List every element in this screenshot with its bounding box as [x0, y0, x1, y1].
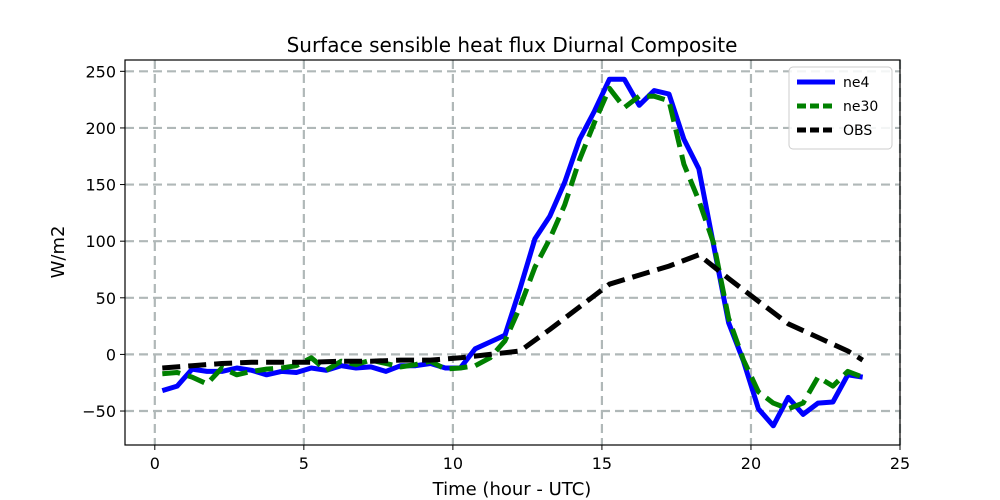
axis-ticks: 0 5 10 15 20 25 −50 0 50 100 150 200 250 [82, 62, 910, 473]
legend-label-ne4: ne4 [843, 75, 869, 91]
chart-title: Surface sensible heat flux Diurnal Compo… [287, 33, 738, 57]
plot-area [161, 76, 865, 429]
x-tick-label: 5 [299, 454, 309, 473]
series-line-ne4 [161, 76, 864, 429]
x-axis-label: Time (hour - UTC) [432, 479, 592, 500]
legend-label-ne30: ne30 [843, 99, 878, 115]
y-tick-label: −50 [82, 402, 116, 421]
y-tick-label: 100 [85, 232, 116, 251]
legend-label-obs: OBS [843, 123, 872, 139]
series-line-ne30 [162, 85, 864, 412]
legend: ne4 ne30 OBS [788, 66, 893, 150]
x-tick-label: 0 [150, 454, 160, 473]
y-axis-label: W/m2 [48, 226, 69, 279]
series-line-obs [162, 252, 865, 371]
x-tick-label: 25 [890, 454, 910, 473]
y-tick-label: 150 [85, 176, 116, 195]
x-tick-label: 10 [443, 454, 463, 473]
x-tick-label: 15 [592, 454, 612, 473]
y-tick-label: 200 [85, 119, 116, 138]
plot-frame [124, 59, 901, 446]
y-tick-label: 250 [85, 62, 116, 81]
x-tick-label: 20 [741, 454, 761, 473]
y-tick-label: 0 [106, 345, 116, 364]
y-tick-label: 50 [96, 289, 116, 308]
grid [125, 60, 902, 445]
